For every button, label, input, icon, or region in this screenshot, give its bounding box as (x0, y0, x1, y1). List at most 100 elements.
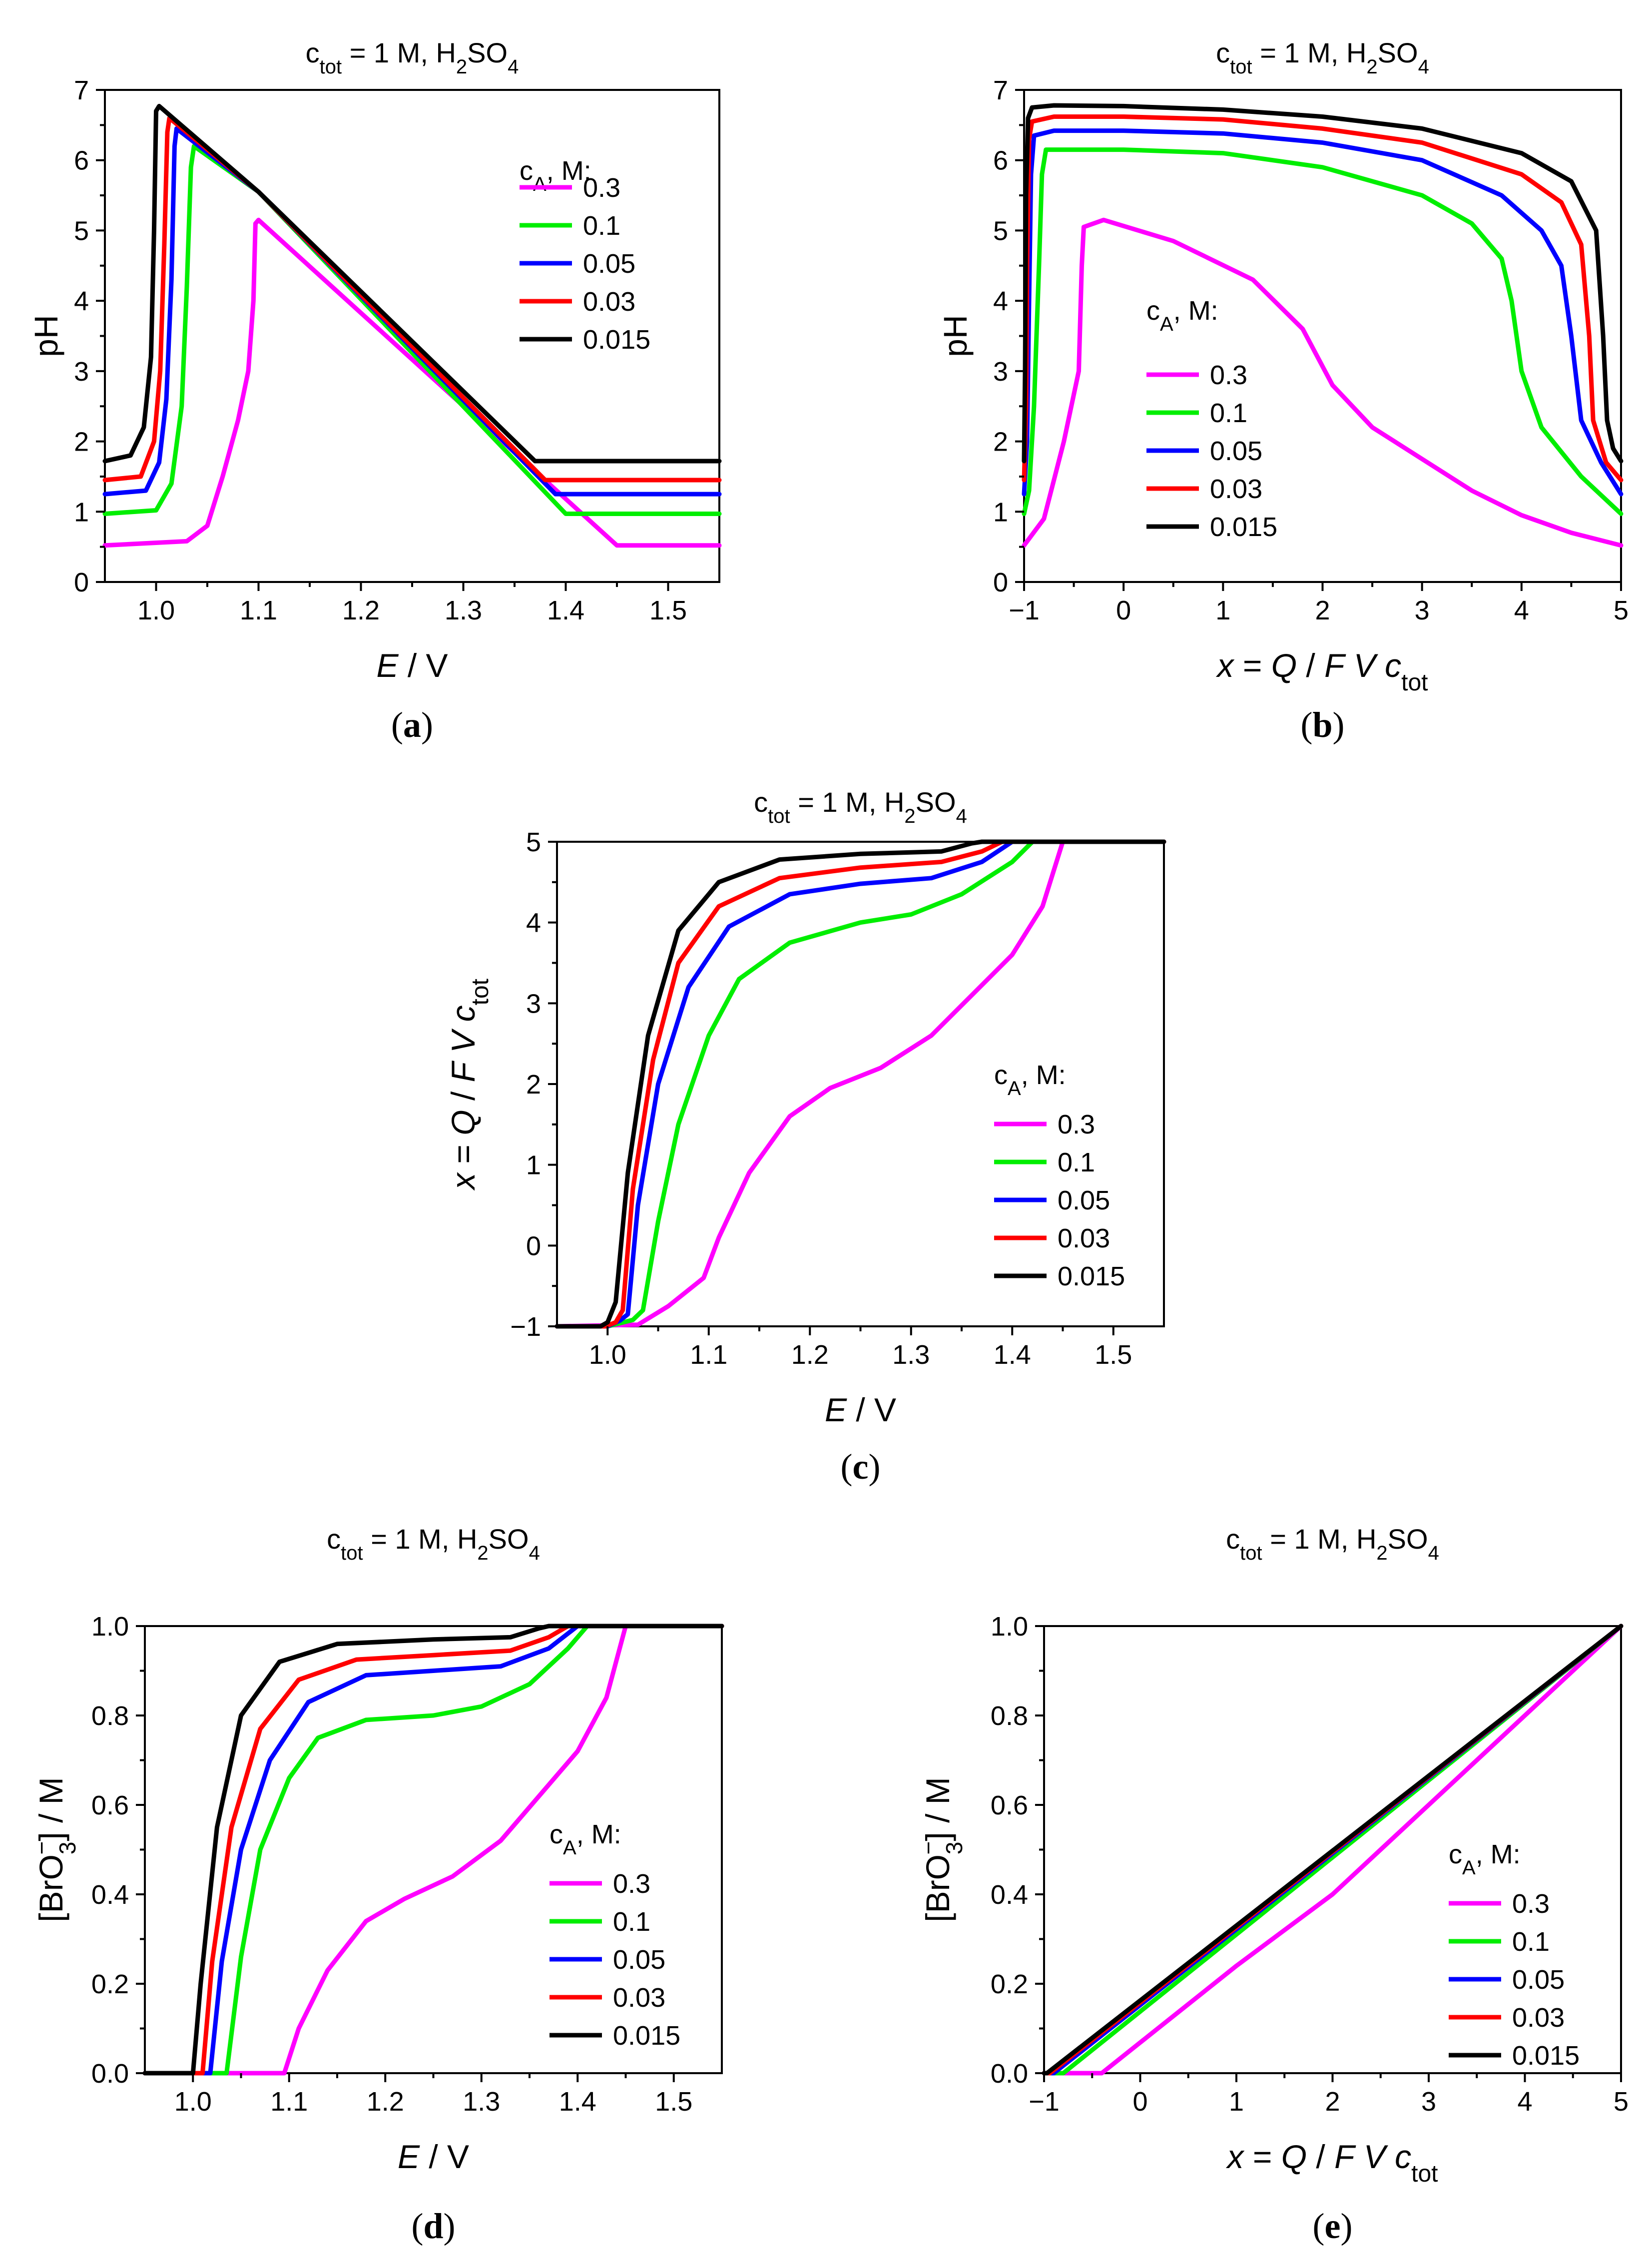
y-tick-label: 1.0 (991, 1612, 1028, 1642)
legend: cA, M:0.30.10.050.030.015 (994, 1060, 1125, 1291)
legend-label: 0.05 (1512, 1965, 1565, 1995)
legend-title: cA, M: (520, 156, 591, 195)
y-tick-label: 0.2 (991, 1969, 1028, 1999)
x-tick-label: 1.1 (690, 1340, 727, 1370)
chart-panel-e: ctot = 1 M, H2SO4 −1 0 1 2 3 4 5 0.0 0.2 0.4 0.6 0.8… (915, 1523, 1629, 2246)
legend-label: 0.3 (1512, 1889, 1550, 1919)
series-line-0.3 (1042, 1624, 1624, 2076)
x-tick-label: 1.4 (994, 1340, 1031, 1370)
series-line-0.05 (142, 1624, 724, 2076)
panel-label: (b) (1300, 705, 1344, 745)
chart-title-e: ctot = 1 M, H2SO4 (1226, 1523, 1439, 1564)
chart-panel-c: ctot = 1 M, H2SO4 1.0 1.1 1.2 1.3 1.4 1.5 −1 0 1 2… (445, 786, 1166, 1487)
y-tick-label: 0 (74, 567, 89, 597)
x-tick-label: 1.4 (547, 595, 584, 625)
y-tick-label: 0 (993, 567, 1008, 597)
y-axis-label: pH (27, 315, 64, 357)
series-line-0.015 (102, 103, 722, 464)
x-tick-label: 4 (1514, 595, 1529, 625)
y-tick-label: 1 (526, 1150, 541, 1180)
legend-title: cA, M: (1449, 1839, 1521, 1879)
legend-label: 0.3 (583, 173, 620, 203)
x-tick-label: 1 (1229, 2087, 1244, 2117)
y-tick-label: 0.4 (91, 1880, 129, 1910)
legend-label: 0.03 (1512, 2003, 1565, 2033)
x-axis-label: E / V (825, 1391, 896, 1428)
series-line-0.1 (554, 839, 1166, 1329)
x-tick-label: 1.2 (367, 2087, 404, 2117)
x-tick-label: 1.3 (445, 595, 482, 625)
series-line-0.1 (1022, 147, 1624, 516)
legend-label: 0.05 (583, 249, 635, 279)
y-tick-label: 2 (993, 427, 1008, 457)
y-tick-label: 2 (74, 427, 89, 457)
series-line-0.3 (1022, 217, 1624, 548)
legend-title: cA, M: (1146, 296, 1218, 335)
legend-label: 0.1 (613, 1907, 650, 1937)
y-tick-label: 0.0 (991, 2059, 1028, 2089)
y-tick-label: 0.2 (91, 1969, 129, 1999)
y-tick-label: 0.8 (91, 1701, 129, 1731)
y-axis-label: [BrO3−] / M (915, 1777, 967, 1922)
y-tick-label: 0 (526, 1231, 541, 1261)
x-tick-label: 3 (1421, 2087, 1436, 2117)
chart-panel-d: ctot = 1 M, H2SO4 1.0 1.1 1.2 1.3 1.4 1.5 0.0 0.… (28, 1523, 724, 2246)
x-tick-label: 1.5 (655, 2087, 692, 2117)
legend-label: 0.03 (1058, 1223, 1110, 1253)
y-tick-label: 4 (74, 286, 89, 316)
legend-label: 0.03 (1210, 474, 1262, 504)
x-axis-label: x = Q / F V ctot (1226, 2138, 1438, 2187)
series-line-0.3 (554, 839, 1166, 1329)
x-tick-label: 1.1 (270, 2087, 308, 2117)
x-tick-label: 2 (1325, 2087, 1340, 2117)
x-tick-label: 0 (1116, 595, 1131, 625)
legend: cA, M: 0.3 0.1 0.05 0.03 0.015 (1449, 1839, 1580, 2071)
x-tick-label: 1.2 (791, 1340, 829, 1370)
y-tick-label: 5 (993, 216, 1008, 246)
chart-title-a: ctot = 1 M, H2SO4 (306, 37, 519, 78)
y-tick-label: 5 (526, 827, 541, 857)
x-tick-label: 5 (1614, 2087, 1629, 2117)
legend-label: 0.1 (1512, 1927, 1550, 1957)
x-tick-label: 0 (1132, 2087, 1147, 2117)
legend-label: 0.1 (1058, 1147, 1095, 1177)
y-axis-label: pH (937, 315, 974, 357)
legend-label: 0.05 (1058, 1185, 1110, 1215)
legend-label: 0.1 (583, 211, 620, 241)
y-tick-label: 1.0 (91, 1612, 129, 1642)
y-axis-label: [BrO3−] / M (28, 1777, 80, 1922)
y-tick-label: 0.6 (991, 1790, 1028, 1820)
legend: cA, M:0.30.10.050.030.015 (520, 156, 650, 355)
y-axis-label: x = Q / F V ctot (445, 979, 494, 1191)
y-tick-label: 4 (526, 908, 541, 938)
legend-title: cA, M: (994, 1060, 1066, 1100)
legend-label: 0.05 (613, 1945, 665, 1975)
x-tick-label: 1.4 (559, 2087, 596, 2117)
series-line-0.03 (142, 1624, 724, 2076)
x-tick-label: 1.2 (342, 595, 380, 625)
series-line-0.015 (554, 839, 1166, 1329)
legend-label: 0.03 (613, 1983, 665, 2013)
x-tick-label: 1.5 (649, 595, 687, 625)
panel-label: (a) (391, 705, 433, 745)
y-tick-label: 7 (74, 75, 89, 105)
y-tick-label: 4 (993, 286, 1008, 316)
x-tick-label: 1.5 (1095, 1340, 1132, 1370)
legend-label: 0.3 (613, 1869, 650, 1899)
legend-label: 0.1 (1210, 398, 1247, 428)
series-line-0.03 (554, 839, 1166, 1329)
panel-label: (c) (841, 1447, 881, 1487)
series-line-0.015 (1022, 103, 1624, 464)
x-tick-label: 1.0 (589, 1340, 626, 1370)
x-axis-label: E / V (376, 647, 448, 684)
x-tick-label: −1 (1029, 2087, 1060, 2117)
y-tick-label: 0.8 (991, 1701, 1028, 1731)
y-tick-label: 0.4 (991, 1880, 1028, 1910)
x-axis-label: x = Q / F V ctot (1216, 647, 1428, 696)
legend-label: 0.015 (1210, 512, 1277, 542)
x-tick-label: 1.0 (174, 2087, 212, 2117)
legend-label: 0.015 (1512, 2041, 1580, 2071)
